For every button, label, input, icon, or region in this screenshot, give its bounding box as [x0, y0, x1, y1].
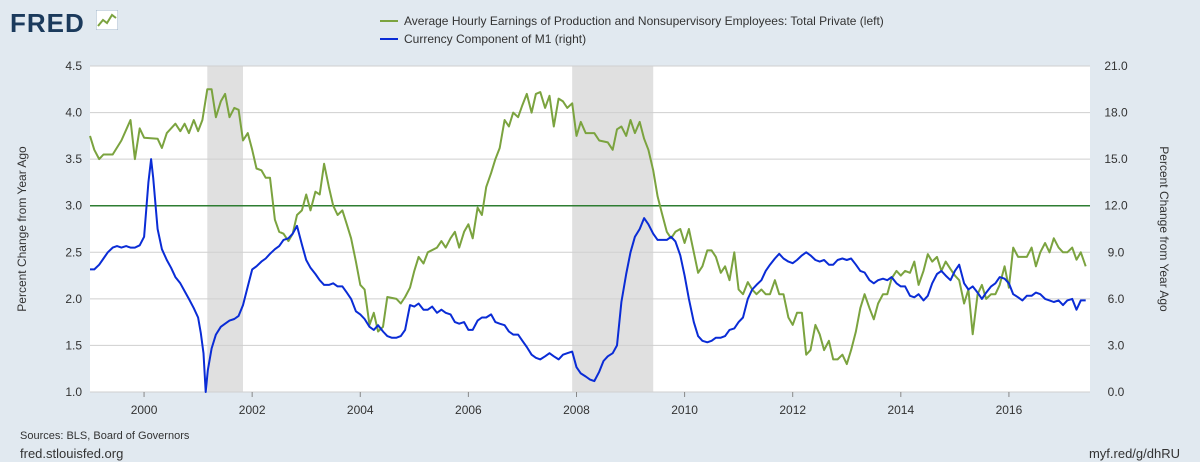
y-right-tick-3: 9.0: [1108, 245, 1125, 259]
y-left-tick-0: 1.0: [65, 385, 82, 399]
legend-label-currency: Currency Component of M1 (right): [404, 32, 587, 46]
y-right-tick-5: 15.0: [1104, 152, 1128, 166]
legend-label-earnings: Average Hourly Earnings of Production an…: [404, 14, 884, 28]
site-link[interactable]: fred.stlouisfed.org: [20, 446, 124, 461]
x-tick-6: 2012: [779, 403, 806, 417]
x-tick-8: 2016: [996, 403, 1023, 417]
chart-legend: Average Hourly Earnings of Production an…: [380, 12, 884, 48]
y-right-tick-2: 6.0: [1108, 292, 1125, 306]
logo-chart-icon: [96, 10, 118, 30]
x-tick-0: 2000: [131, 403, 158, 417]
recession-band-1: [572, 66, 654, 392]
fred-logo[interactable]: FRED: [10, 8, 85, 38]
x-tick-5: 2010: [671, 403, 698, 417]
x-tick-1: 2002: [239, 403, 266, 417]
x-tick-4: 2008: [563, 403, 590, 417]
x-tick-7: 2014: [887, 403, 914, 417]
legend-swatch-blue: [380, 38, 398, 40]
recession-band-0: [207, 66, 243, 392]
y-right-tick-7: 21.0: [1104, 59, 1128, 73]
y-right-tick-1: 3.0: [1108, 338, 1125, 352]
chart-svg[interactable]: 1.0 1.5 2.0 2.5 3.0 3.5 4.0 4.5 0.0 3.0 6.0 9.0 12.0…: [0, 0, 1200, 430]
series-line-currency[interactable]: [90, 158, 1086, 393]
series-line-earnings[interactable]: [89, 88, 1087, 366]
sources-note: Sources: BLS, Board of Governors: [20, 430, 190, 442]
y-right-tick-6: 18.0: [1104, 106, 1128, 120]
legend-item-earnings[interactable]: Average Hourly Earnings of Production an…: [380, 12, 884, 30]
x-tick-3: 2006: [455, 403, 482, 417]
y-left-tick-2: 2.0: [65, 292, 82, 306]
x-tick-2: 2004: [347, 403, 374, 417]
y-right-tick-4: 12.0: [1104, 199, 1128, 213]
y-left-tick-6: 4.0: [65, 106, 82, 120]
y-left-tick-7: 4.5: [65, 59, 82, 73]
y-left-tick-5: 3.5: [65, 152, 82, 166]
y-right-tick-0: 0.0: [1108, 385, 1125, 399]
y-left-tick-4: 3.0: [65, 199, 82, 213]
short-url-link[interactable]: myf.red/g/dhRU: [1088, 446, 1180, 461]
y-left-tick-3: 2.5: [65, 245, 82, 259]
y-right-axis-label: Percent Change from Year Ago: [1157, 146, 1171, 312]
legend-item-currency[interactable]: Currency Component of M1 (right): [380, 30, 884, 48]
legend-swatch-green: [380, 20, 398, 22]
y-left-axis-label: Percent Change from Year Ago: [15, 146, 29, 312]
y-left-tick-1: 1.5: [65, 338, 82, 352]
